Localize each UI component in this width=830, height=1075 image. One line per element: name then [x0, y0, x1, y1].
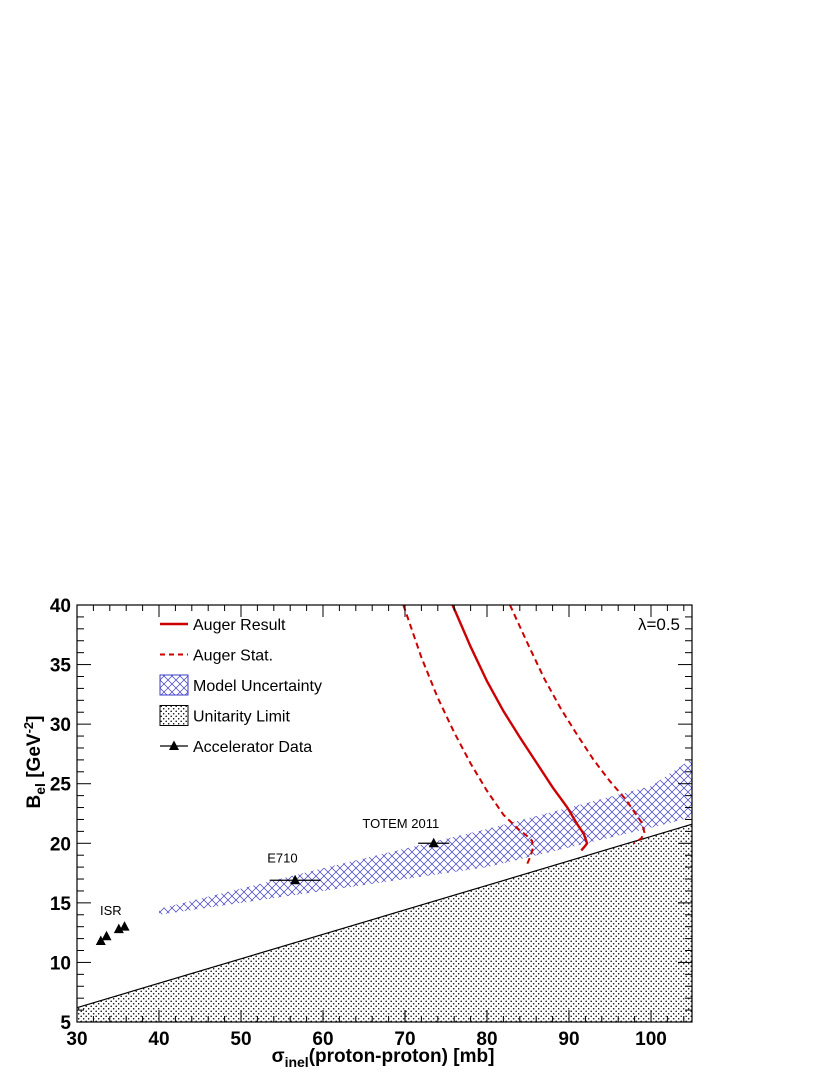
y-tick-label: 15 — [50, 894, 72, 915]
lambda-annotation: λ=0.5 — [638, 615, 680, 634]
unitarity-limit-region — [77, 824, 692, 1022]
legend-swatch-hatch — [159, 674, 189, 696]
auger-stat-line-2 — [509, 604, 646, 845]
accelerator-data-point — [119, 921, 130, 931]
triangle-marker — [290, 874, 301, 885]
y-axis-unit: [GeV — [24, 733, 45, 783]
x-axis-rest: (proton-proton) [mb] — [309, 1046, 495, 1067]
triangle-marker — [428, 837, 439, 848]
point-label: TOTEM 2011 — [362, 816, 439, 831]
x-tick-label: 50 — [230, 1029, 251, 1050]
accelerator-data-point — [269, 874, 321, 885]
x-tick-label: 30 — [66, 1029, 87, 1050]
y-axis-close: ] — [24, 716, 45, 722]
y-tick-label: 5 — [60, 1013, 71, 1034]
y-tick-label: 30 — [50, 715, 71, 736]
auger-result-line — [451, 604, 589, 852]
y-tick-label: 10 — [50, 953, 71, 974]
x-axis-subscript: inel — [285, 1054, 309, 1070]
unitarity-limit-line — [76, 823, 693, 1009]
x-axis-title: σinel(proton-proton) [mb] — [272, 1046, 495, 1070]
legend-label: Auger Result — [193, 617, 286, 634]
x-tick-label: 100 — [635, 1029, 667, 1050]
x-tick-label: 60 — [312, 1029, 333, 1050]
point-label: E710 — [267, 850, 297, 865]
legend-swatch-dots — [159, 705, 189, 726]
x-tick-label: 40 — [148, 1029, 169, 1050]
x-axis-symbol: σ — [272, 1046, 285, 1067]
legend-label: Accelerator Data — [193, 739, 312, 756]
y-axis-subscript: el — [32, 783, 48, 795]
legend-swatch-triangle — [169, 740, 179, 750]
accelerator-data-point — [418, 837, 450, 848]
accelerator-data-point — [95, 935, 106, 945]
legend-item: Unitarity Limit — [159, 705, 290, 726]
x-tick-label: 80 — [476, 1029, 497, 1050]
y-tick-label: 25 — [50, 775, 72, 796]
y-tick-label: 40 — [50, 596, 71, 617]
legend-label: Unitarity Limit — [193, 709, 290, 726]
triangle-marker — [119, 921, 130, 931]
y-axis-superscript: -2 — [21, 722, 36, 734]
auger-stat-line-1 — [402, 604, 534, 867]
accelerator-data-point — [101, 930, 112, 941]
x-tick-label: 70 — [394, 1029, 415, 1050]
legend-item: Accelerator Data — [160, 739, 312, 756]
y-axis-title: Bel [GeV-2] — [21, 716, 48, 809]
y-tick-label: 35 — [50, 656, 72, 677]
triangle-marker — [95, 935, 106, 945]
legend-label: Auger Stat. — [193, 648, 273, 665]
plot-frame — [76, 604, 693, 1023]
y-tick-label: 20 — [50, 834, 71, 855]
legend-label: Model Uncertainty — [193, 678, 322, 695]
legend-item: Model Uncertainty — [159, 674, 322, 696]
point-label: ISR — [100, 903, 122, 918]
y-axis-symbol: B — [24, 795, 45, 809]
legend-item: Auger Stat. — [160, 648, 273, 665]
triangle-marker — [101, 930, 112, 941]
triangle-marker — [113, 923, 124, 934]
x-tick-label: 90 — [558, 1029, 579, 1050]
legend-item: Auger Result — [160, 617, 286, 634]
